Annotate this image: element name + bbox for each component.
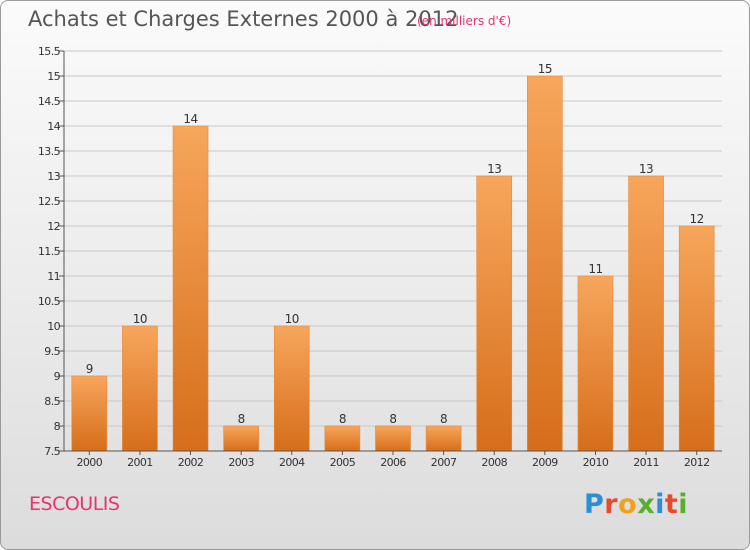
x-tick-label: 2012	[684, 456, 710, 469]
data-label: 12	[690, 212, 704, 226]
y-tick-label: 8.5	[44, 395, 60, 408]
y-tick-label: 10	[47, 320, 60, 333]
y-axis-ticks: 7.5 8 8.5 9 9.5 10 10.5 11 11.5 12 12.5 13 13.5 14 14.…	[38, 45, 64, 458]
y-tick-label: 15	[47, 70, 60, 83]
data-label: 13	[487, 162, 501, 176]
bar-2006	[375, 425, 411, 452]
bar-2008	[476, 175, 513, 452]
data-label: 8	[339, 412, 346, 426]
y-tick-label: 14	[47, 120, 60, 133]
data-label: 13	[639, 162, 653, 176]
x-tick-label: 2008	[481, 456, 507, 469]
logo-letter: P	[584, 489, 605, 520]
bar-2001	[122, 325, 158, 452]
bar-2009	[527, 75, 563, 452]
y-tick-label: 14.5	[38, 95, 61, 108]
y-tick-label: 13.5	[38, 145, 61, 158]
y-tick-label: 8	[54, 420, 61, 433]
data-label: 10	[133, 312, 147, 326]
data-labels: 9 10 14 8 10 8 8 8 13 15 11 13 12	[86, 62, 705, 426]
y-tick-label: 9	[54, 370, 61, 383]
x-tick-label: 2011	[633, 456, 659, 469]
data-label: 8	[389, 412, 396, 426]
logo-letter: t	[664, 489, 679, 520]
y-tick-label: 12.5	[38, 195, 61, 208]
data-label: 8	[238, 412, 245, 426]
x-tick-label: 2004	[279, 456, 305, 469]
bar-2011	[628, 175, 664, 452]
y-tick-label: 7.5	[44, 445, 60, 458]
data-label: 10	[285, 312, 299, 326]
y-tick-label: 11	[47, 270, 60, 283]
grid-lines	[64, 50, 722, 452]
logo-letter: i	[655, 489, 665, 520]
y-tick-label: 15.5	[38, 45, 61, 58]
bar-2002	[172, 125, 209, 452]
x-tick-label: 2006	[380, 456, 406, 469]
logo-letter: r	[604, 489, 619, 520]
x-tick-label: 2009	[532, 456, 558, 469]
y-tick-label: 10.5	[38, 295, 61, 308]
y-tick-label: 13	[47, 170, 60, 183]
bar-2012	[678, 225, 715, 452]
logo-letter: i	[678, 489, 689, 520]
x-tick-label: 2002	[178, 456, 204, 469]
bars	[71, 75, 715, 452]
x-tick-label: 2003	[228, 456, 254, 469]
data-label: 11	[588, 262, 602, 276]
logo-letter: o	[618, 489, 638, 520]
chart-title: Achats et Charges Externes 2000 à 2012	[28, 7, 459, 31]
y-tick-label: 9.5	[44, 345, 60, 358]
data-label: 14	[183, 112, 197, 126]
data-label: 9	[86, 362, 93, 376]
chart-subtitle: (en milliers d'€)	[417, 14, 512, 28]
axes	[63, 51, 722, 452]
logo-letter: x	[637, 489, 656, 520]
x-tick-label: 2010	[583, 456, 609, 469]
commune-name: ESCOULIS	[29, 493, 120, 515]
x-axis-ticks: 2000 2001 2002 2003 2004 2005 2006 2007 2008 2009…	[77, 451, 710, 469]
data-label: 8	[440, 412, 447, 426]
x-tick-label: 2001	[127, 456, 153, 469]
x-tick-label: 2005	[330, 456, 356, 469]
proxiti-logo: Proxiti	[584, 489, 688, 520]
bar-2004	[273, 325, 310, 452]
bar-2000	[71, 375, 108, 452]
bar-2005	[324, 425, 361, 452]
x-tick-label: 2007	[431, 456, 457, 469]
bar-2003	[223, 425, 259, 452]
x-tick-label: 2000	[77, 456, 103, 469]
bar-2007	[425, 425, 462, 452]
bar-2010	[577, 275, 614, 452]
y-tick-label: 11.5	[38, 245, 61, 258]
data-label: 15	[538, 62, 552, 76]
y-tick-label: 12	[47, 220, 60, 233]
